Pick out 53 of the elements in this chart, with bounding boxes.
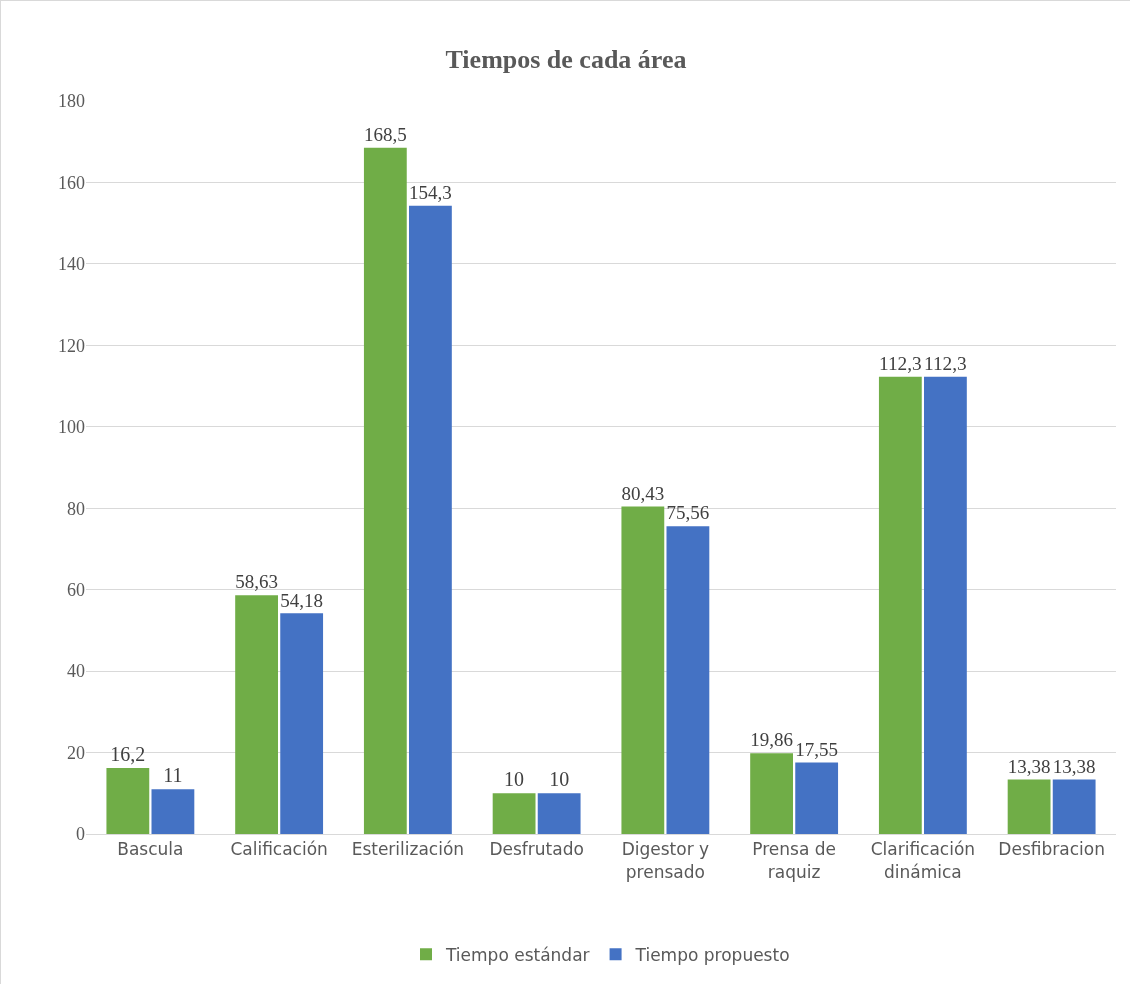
x-tick-label: Desfrutado [489,839,584,860]
bar [750,753,793,834]
x-tick-label: Prensa de raquiz [752,839,836,882]
y-tick-label: 120 [58,335,85,356]
bar [666,526,710,834]
y-tick-label: 160 [58,172,85,193]
data-label: 112,3 [878,352,922,374]
bar [492,793,536,834]
data-label: 80,43 [621,482,665,504]
bar [235,595,278,834]
x-tick-label: Clarificación dinámica [870,839,976,882]
y-tick-label: 40 [67,661,85,682]
bar [537,793,581,834]
data-label: 11 [163,764,183,787]
legend-label: Tiempo estándar [445,944,590,965]
chart-title: Tiempos de cada área [445,45,687,75]
x-tick-label: Calificación [230,839,328,860]
y-tick-label: 60 [67,579,85,600]
bar [924,376,967,834]
bar [1007,779,1051,834]
data-label: 112,3 [924,352,967,374]
y-tick-label: 180 [58,91,85,112]
data-label: 13,38 [1007,755,1051,777]
bar [1052,779,1096,834]
data-label: 75,56 [666,502,710,524]
data-label: 54,18 [280,589,324,611]
legend-label: Tiempo propuesto [634,944,790,965]
data-label: 16,2 [110,743,146,766]
x-tick-label: Digestor y prensado [621,839,710,882]
bar [621,506,665,834]
y-tick-label: 140 [58,254,85,275]
data-label: 168,5 [363,124,407,146]
x-tick-label: Desfibracion [998,839,1105,860]
bar [795,762,839,834]
x-tick-label: Esterilización [351,839,465,860]
y-tick-label: 100 [58,417,85,438]
bar [280,613,324,834]
y-tick-label: 20 [67,742,85,763]
bar [363,147,407,834]
data-label: 58,63 [235,571,278,593]
bar [151,789,195,834]
bar [409,205,452,834]
data-label: 154,3 [409,181,452,203]
data-label: 10 [549,768,570,791]
bar [878,376,922,834]
data-label: 19,86 [750,729,793,751]
y-tick-label: 80 [67,498,85,519]
y-tick-label: 0 [76,824,85,845]
data-label: 17,55 [795,738,839,760]
bar [106,768,150,834]
data-label: 13,38 [1052,755,1096,777]
data-label: 10 [504,768,525,791]
x-tick-label: Bascula [117,839,184,860]
